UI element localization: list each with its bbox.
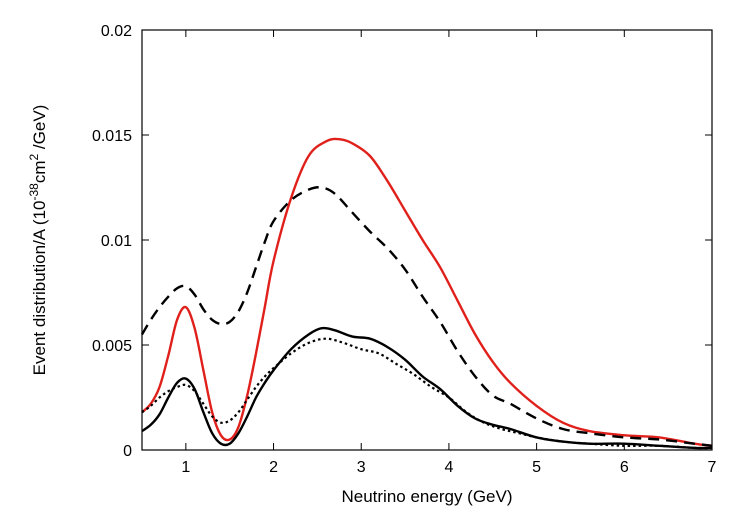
series-black-dotted-line: [141, 337, 713, 450]
y-tick-label: 0.01: [101, 233, 132, 250]
y-tick-label: 0.005: [92, 338, 132, 355]
y-axis-title-base: Event distribution/A (10: [30, 201, 49, 376]
x-axis-title: Neutrino energy (GeV): [341, 487, 512, 506]
series-red-solid-line: [141, 137, 713, 447]
y-tick-label: 0.015: [92, 128, 132, 145]
y-axis-title: Event distribution/A (10-38cm2 /GeV): [27, 105, 49, 376]
y-axis-title-mid: cm: [30, 160, 49, 183]
plot-frame: [141, 29, 713, 451]
y-axis-title-sup2: 2: [27, 153, 41, 160]
x-tick-label: 2: [269, 459, 278, 476]
series-black-dashed-line: [140, 186, 713, 447]
y-axis-title-sup1: -38: [27, 183, 41, 201]
x-tick-label: 7: [708, 459, 717, 476]
x-tick-label: 4: [444, 459, 453, 476]
y-axis-title-tail: /GeV): [30, 105, 49, 154]
y-tick-label: 0.02: [101, 23, 132, 40]
x-tick-label: 1: [181, 459, 190, 476]
x-tick-label: 6: [620, 459, 629, 476]
x-tick-label: 3: [357, 459, 366, 476]
series-black-solid-line: [141, 326, 713, 450]
series-layer: [140, 137, 713, 450]
x-tick-label: 5: [532, 459, 541, 476]
y-tick-label: 0: [123, 443, 132, 460]
ticks-layer: 1 2 3 4 5 6 7 0 0.005 0.01 0.015 0.02: [92, 23, 717, 476]
